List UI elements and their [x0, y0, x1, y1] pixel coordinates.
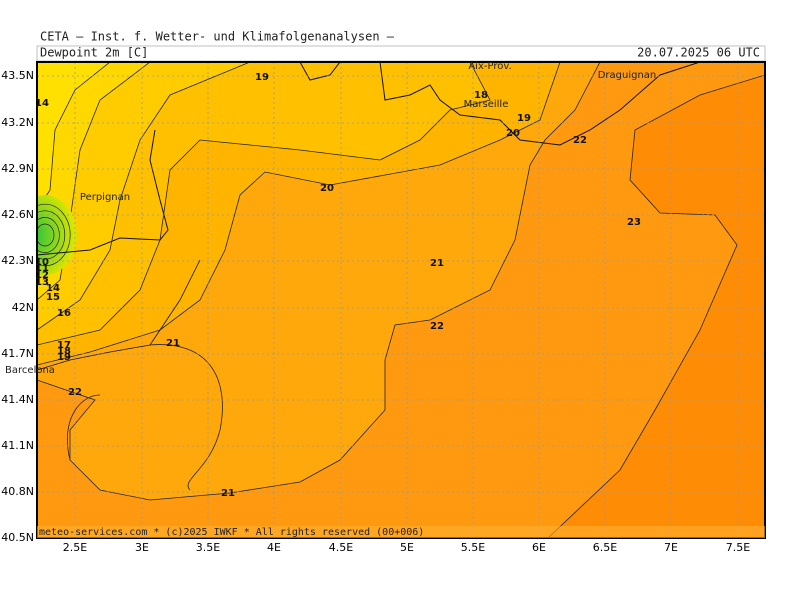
contour-label: 12 — [35, 270, 49, 281]
lon-label: 4E — [267, 541, 281, 554]
shade-zone — [37, 62, 490, 345]
contour-label: 22 — [573, 135, 587, 146]
lat-label: 41.4N — [1, 393, 34, 406]
contour-label: 15 — [46, 292, 60, 303]
contour-label: 14 — [35, 98, 49, 109]
contour-label: 10 — [35, 257, 49, 268]
lat-label: 42.6N — [1, 208, 34, 221]
contour-label: 20 — [320, 183, 334, 194]
lon-label: 4.5E — [329, 541, 353, 554]
contour-line — [37, 62, 491, 346]
contour-label: 18 — [57, 346, 71, 357]
place-label: Barcelona — [5, 365, 55, 376]
contour-line — [37, 62, 601, 501]
coastline — [37, 259, 201, 371]
header-title: CETA — Inst. f. Wetter- und Klimafolgena… — [40, 30, 395, 44]
contour-line — [37, 62, 251, 331]
lon-label: 5E — [400, 541, 414, 554]
contour-label: 16 — [57, 308, 71, 319]
contour-label: 23 — [627, 217, 641, 228]
footer: meteo-services.com * (c)2025 IWKF * All … — [39, 527, 424, 538]
lat-label: 41.7N — [1, 347, 34, 360]
lon-label: 6.5E — [593, 541, 617, 554]
contour-label: 14 — [46, 283, 60, 294]
contour-line — [547, 74, 765, 538]
variable-title: Dewpoint 2m [C] — [40, 46, 148, 60]
place-label: Perpignan — [80, 192, 130, 203]
contour-label: 18 — [474, 90, 488, 101]
lon-label: 3E — [135, 541, 149, 554]
contour-label: 21 — [430, 258, 444, 269]
lat-label: 42N — [12, 301, 34, 314]
place-label: Marseille — [464, 99, 509, 110]
footer-bar — [37, 526, 765, 538]
lat-label: 40.8N — [1, 485, 34, 498]
contour-label: 21 — [166, 338, 180, 349]
valid-time: 20.07.2025 06 UTC — [637, 46, 760, 60]
map-area — [37, 62, 765, 538]
lat-label: 42.3N — [1, 254, 34, 267]
coastline — [37, 62, 701, 256]
lat-label: 41.1N — [1, 439, 34, 452]
lat-label: 43.2N — [1, 116, 34, 129]
contour-label: 17 — [57, 340, 71, 351]
contour-line — [37, 62, 151, 301]
contour-line — [37, 223, 55, 247]
place-label: Draguignan — [598, 70, 657, 81]
contour-label: 19 — [517, 113, 531, 124]
shade-zone — [37, 62, 250, 330]
lat-label: 43.5N — [1, 69, 34, 82]
contour-label: 21 — [221, 488, 235, 499]
lon-label: 7.5E — [726, 541, 750, 554]
lon-label: 5.5E — [461, 541, 485, 554]
contour-label: 22 — [430, 321, 444, 332]
shade-zone — [548, 75, 765, 538]
lon-label: 6E — [532, 541, 546, 554]
contour-label: 13 — [35, 277, 49, 288]
lon-label: 3.5E — [196, 541, 220, 554]
lon-label: 7E — [664, 541, 678, 554]
contour-label: 19 — [255, 72, 269, 83]
contour-label: 19 — [57, 352, 71, 363]
dewpoint-max — [37, 195, 77, 275]
contour-label: 22 — [68, 387, 82, 398]
place-label: Aix-Prov. — [468, 61, 511, 72]
contour-label: 11 — [35, 263, 49, 274]
contour-label: 20 — [506, 128, 520, 139]
lat-label: 40.5N — [1, 531, 34, 544]
lat-label: 42.9N — [1, 162, 34, 175]
contour-line — [37, 203, 71, 267]
shade-zone — [37, 62, 110, 210]
contour-line — [66, 344, 223, 491]
contour-line — [37, 210, 66, 260]
lon-label: 2.5E — [63, 541, 87, 554]
contour-line — [37, 62, 111, 211]
contour-line — [37, 217, 60, 253]
